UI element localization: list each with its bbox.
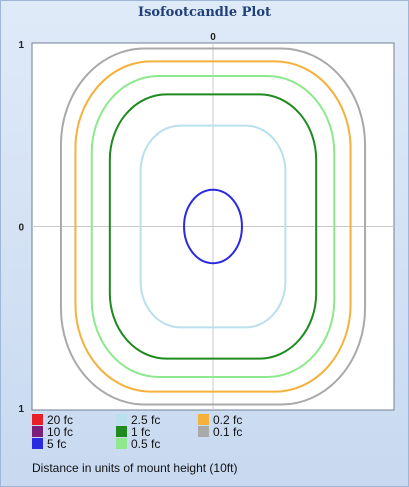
legend-label: 0.2 fc [213,413,243,427]
contour-5-fc [183,188,243,265]
legend-swatch [32,438,43,449]
legend-swatch [198,426,209,437]
legend-swatch [116,426,127,437]
legend-label: 10 fc [47,425,74,439]
legend-swatch [32,414,43,425]
x-tick-label: 0 [210,32,216,43]
legend-swatch [198,414,209,425]
chart-legend: 20 fc 10 fc 5 fc 2.5 fc 1 fc 0.5 fc 0.2 fc 0.1 … [32,413,402,485]
contour-0-1-fc [59,47,367,406]
y-tick-label: 1 [18,404,24,415]
legend-item: 10 fc [32,425,73,439]
contour-1-fc [108,93,318,360]
contour-2-5-fc [139,124,287,329]
legend-label: 2.5 fc [131,413,161,427]
legend-item: 5 fc [32,437,66,451]
legend-item: 20 fc [32,413,73,427]
legend-item: 0.2 fc [198,413,242,427]
legend-label: 0.5 fc [131,437,161,451]
contour-0-2-fc [74,60,352,393]
legend-item: 0.1 fc [198,425,242,439]
y-tick-label: 0 [18,223,24,234]
contour-0-5-fc [90,75,336,378]
y-tick-label: 1 [18,40,24,51]
legend-label: 5 fc [47,437,67,451]
legend-item: 2.5 fc [116,413,160,427]
legend-label: 0.1 fc [213,425,243,439]
legend-item: 1 fc [116,425,150,439]
legend-swatch [32,426,43,437]
distance-note: Distance in units of mount height (10ft) [32,461,238,475]
legend-swatch [116,414,127,425]
legend-swatch [116,438,127,449]
chart-title: Isofootcandle Plot [137,5,271,20]
legend-label: 20 fc [47,413,74,427]
legend-label: 1 fc [131,425,151,439]
legend-item: 0.5 fc [116,437,160,451]
